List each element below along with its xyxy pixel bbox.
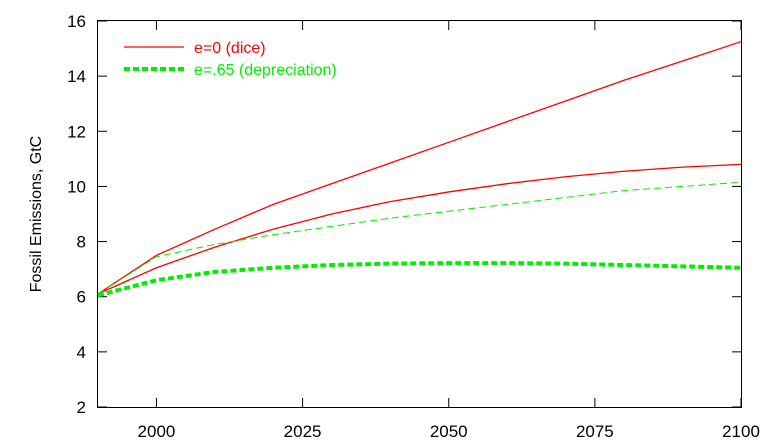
y-tick-label: 14 <box>67 67 86 86</box>
series-line-3 <box>97 181 742 295</box>
series-line-1 <box>97 41 742 295</box>
x-tick-label: 2100 <box>722 422 760 440</box>
y-axis-title: Fossil Emissions, GtC <box>28 136 45 292</box>
x-tick-label: 2075 <box>576 422 614 440</box>
series-line-4 <box>97 261 742 298</box>
axis-ticks <box>98 20 742 408</box>
x-tick-label: 2000 <box>138 422 176 440</box>
legend: e=0 (dice) e=.65 (depreciation) <box>124 40 337 79</box>
x-tick-label: 2050 <box>430 422 468 440</box>
series-layer <box>97 41 742 298</box>
y-tick-label: 8 <box>77 233 86 252</box>
axis-tick-labels: 2 4 6 8 10 12 14 16 2000 2025 2050 2075 2100 <box>67 12 760 440</box>
y-tick-label: 10 <box>67 177 86 196</box>
series-line-2 <box>97 163 742 295</box>
x-tick-label: 2025 <box>284 422 322 440</box>
y-tick-label: 16 <box>67 12 86 31</box>
y-tick-label: 2 <box>77 398 86 417</box>
legend-label-1: e=0 (dice) <box>194 40 266 57</box>
y-tick-label: 4 <box>77 343 86 362</box>
y-tick-label: 6 <box>77 288 86 307</box>
plot-frame <box>97 20 742 408</box>
legend-label-2: e=.65 (depreciation) <box>194 62 337 79</box>
y-tick-label: 12 <box>67 122 86 141</box>
